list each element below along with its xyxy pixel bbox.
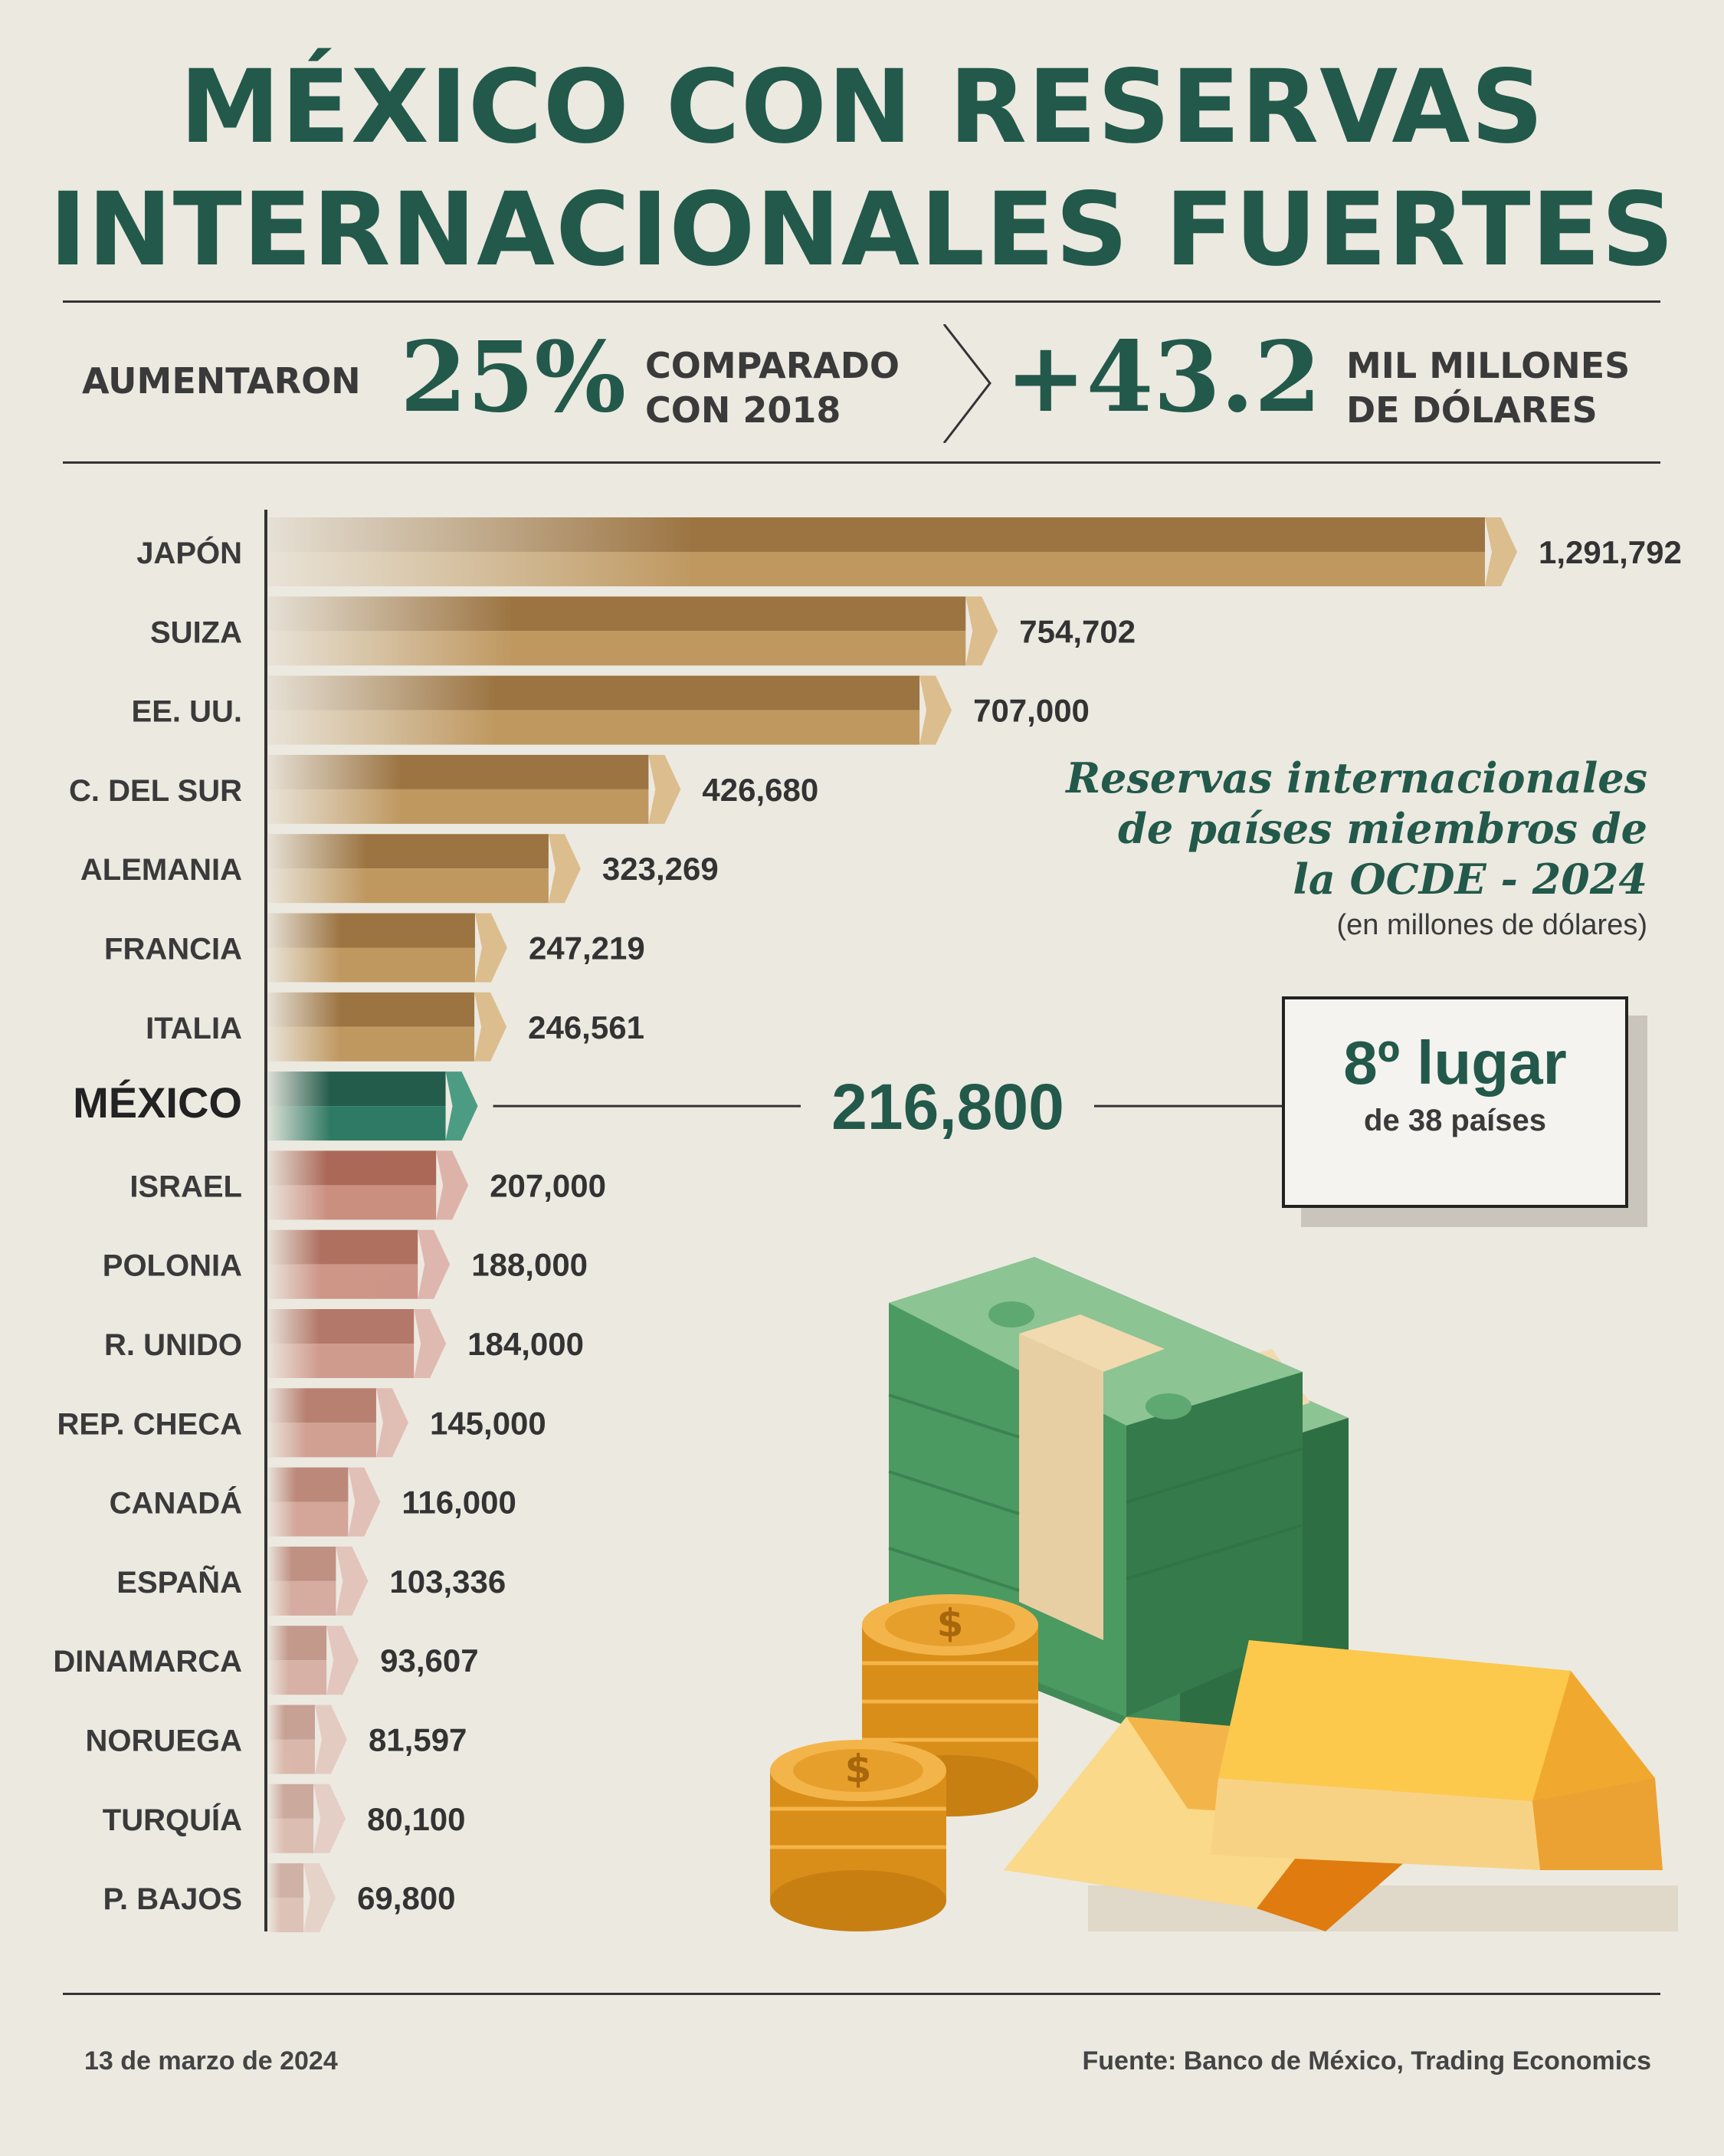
bar [268, 1546, 369, 1616]
category-label: C. DEL SUR [69, 774, 242, 808]
footer-date: 13 de marzo de 2024 [84, 2046, 338, 2076]
bar [268, 675, 952, 745]
category-label: CANADÁ [110, 1486, 242, 1521]
value-label: 1,291,792 [1539, 534, 1682, 570]
chart-title-line-3: la OCDE - 2024 [1293, 855, 1647, 904]
bar [268, 1705, 347, 1774]
category-label: NORUEGA [86, 1724, 242, 1758]
chart-unit: (en millones de dólares) [1336, 909, 1647, 941]
bar [268, 1229, 451, 1299]
value-label: 116,000 [402, 1485, 516, 1521]
stats-unit-line-1: MIL MILLONES [1346, 345, 1631, 386]
money-illustration: $ $ [770, 1257, 1678, 1931]
stats-comparison-line-2: CON 2018 [645, 389, 841, 431]
chevron-right-icon [942, 324, 991, 443]
bar [268, 913, 507, 983]
rank-badge: 8º lugar de 38 países [1282, 996, 1628, 1208]
chart-title-line-1: Reservas internacionales [1066, 753, 1647, 802]
value-label: 426,680 [702, 772, 818, 808]
category-label: POLONIA [103, 1249, 242, 1283]
gold-bars [1004, 1640, 1678, 1931]
bar [268, 992, 507, 1062]
category-label: JAPÓN [136, 535, 242, 570]
bar [268, 754, 681, 824]
bar [268, 596, 998, 666]
value-label: 246,561 [528, 1009, 644, 1045]
value-label: 80,100 [367, 1801, 465, 1837]
category-label: EE. UU. [132, 695, 242, 729]
value-label: 188,000 [471, 1247, 588, 1283]
value-label: 207,000 [490, 1167, 606, 1203]
stats-unit-line-2: DE DÓLARES [1346, 389, 1598, 431]
value-label: 69,800 [357, 1880, 455, 1916]
bar [268, 517, 1517, 586]
bar [268, 1388, 408, 1458]
bottom-divider [63, 1993, 1660, 1995]
category-label: ALEMANIA [80, 853, 242, 887]
footer-source: Fuente: Banco de México, Trading Economi… [1082, 2046, 1651, 2076]
value-label: 754,702 [1019, 613, 1136, 649]
category-label: REP. CHECA [57, 1407, 242, 1441]
category-label: P. BAJOS [103, 1882, 242, 1916]
bar [268, 1150, 469, 1220]
value-label: 216,800 [831, 1071, 1064, 1143]
page-title: MÉXICO CON RESERVAS INTERNACIONALES FUER… [0, 46, 1724, 291]
category-label: ISRAEL [129, 1170, 242, 1203]
stats-banner: AUMENTARON 25% COMPARADO CON 2018 +43.2 … [63, 305, 1660, 462]
stats-amount: +43.2 [1005, 320, 1322, 434]
top-divider [63, 300, 1660, 303]
stats-divider [63, 461, 1660, 464]
category-label: ITALIA [146, 1012, 242, 1045]
rank-sub: de 38 países [1364, 1104, 1546, 1137]
bar [268, 1467, 381, 1537]
stats-unit: MIL MILLONES DE DÓLARES [1346, 343, 1630, 432]
category-label: TURQUÍA [103, 1803, 242, 1837]
category-label: DINAMARCA [53, 1645, 242, 1679]
value-label: 247,219 [529, 930, 645, 966]
value-label: 145,000 [430, 1405, 546, 1441]
category-label: SUIZA [150, 615, 242, 649]
chart-title-line-2: de países miembros de [1118, 804, 1647, 853]
category-label: R. UNIDO [104, 1328, 242, 1362]
bar [268, 1784, 346, 1853]
value-label: 103,336 [389, 1564, 506, 1600]
bar [268, 834, 581, 904]
value-label: 323,269 [602, 851, 719, 887]
coin-stack-front: $ [770, 1740, 946, 1931]
stats-comparison-line-1: COMPARADO [645, 345, 900, 386]
bar [268, 1863, 336, 1933]
rank-main: 8º lugar [1343, 1029, 1567, 1097]
value-label: 184,000 [467, 1326, 584, 1362]
bar [268, 1309, 447, 1378]
value-label: 707,000 [973, 693, 1090, 729]
value-label: 93,607 [380, 1642, 478, 1679]
title-line-2: INTERNACIONALES FUERTES [49, 171, 1675, 289]
category-label: FRANCIA [104, 933, 242, 966]
category-label: ESPAÑA [116, 1564, 242, 1600]
chart-title: Reservas internacionales de países miemb… [958, 753, 1647, 904]
title-line-1: MÉXICO CON RESERVAS [179, 48, 1545, 166]
value-label: 81,597 [369, 1722, 467, 1758]
bar [268, 1626, 359, 1695]
bar [268, 1071, 478, 1141]
svg-text:$: $ [937, 1601, 964, 1646]
category-label: MÉXICO [73, 1078, 242, 1127]
stats-prefix: AUMENTARON [82, 360, 361, 402]
stats-percent: 25% [400, 320, 627, 434]
svg-text:$: $ [845, 1747, 872, 1791]
stats-comparison: COMPARADO CON 2018 [645, 343, 900, 432]
